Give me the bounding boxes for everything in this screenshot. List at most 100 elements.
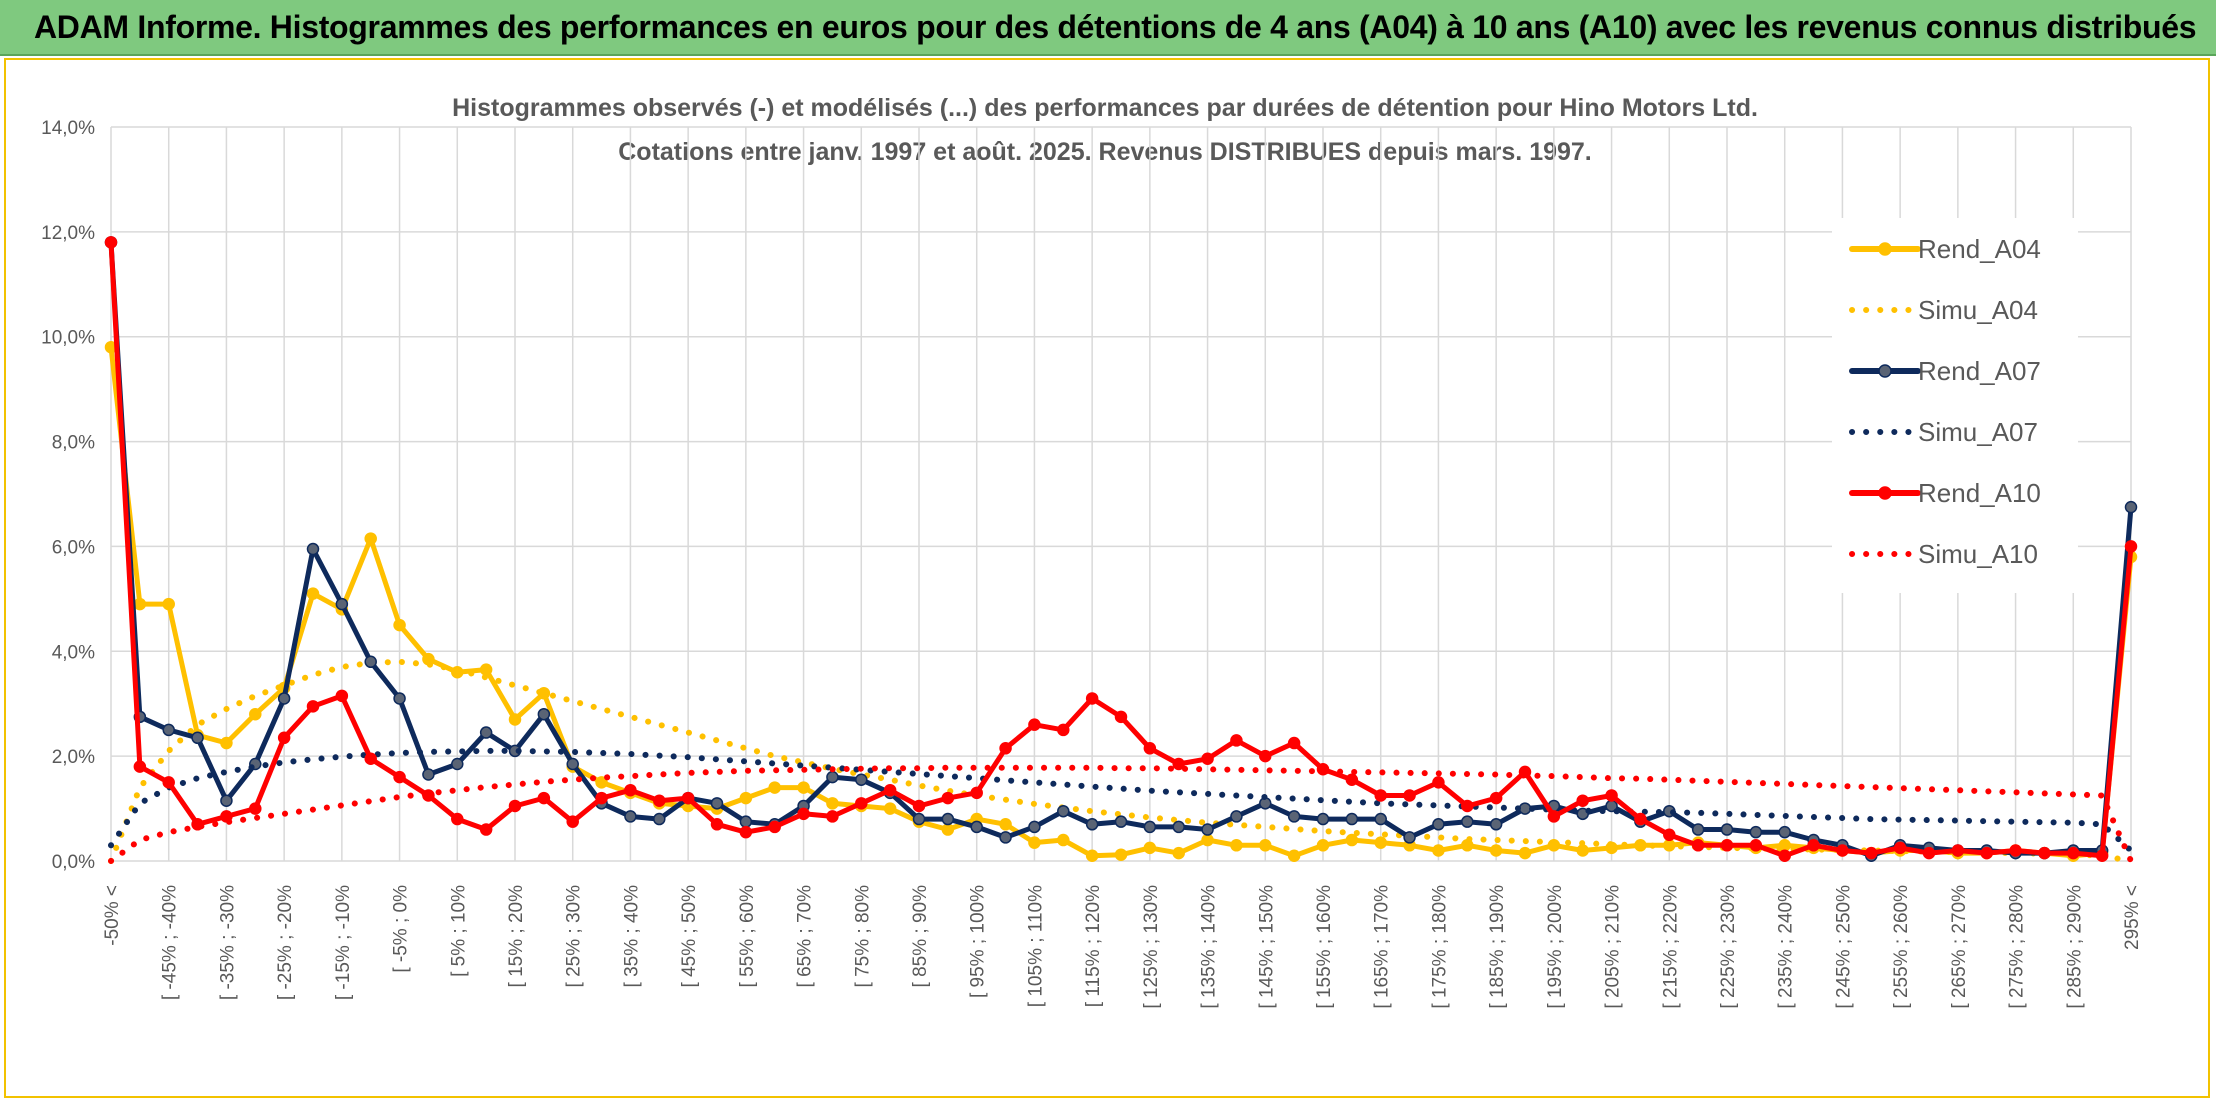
data-point [1143, 742, 1157, 755]
data-point [1489, 818, 1503, 831]
data-point [999, 831, 1012, 844]
x-tick-label: [ 55% ; 60% [737, 885, 758, 988]
data-point [451, 812, 464, 826]
data-point [1663, 828, 1676, 842]
data-point [104, 236, 118, 249]
data-point [1057, 833, 1070, 847]
data-point [1374, 836, 1387, 849]
data-point [1345, 773, 1359, 786]
x-tick-label: [ 95% ; 100% [968, 885, 989, 998]
series-line [108, 658, 2134, 864]
data-point [2038, 846, 2051, 860]
data-point [883, 783, 897, 797]
data-point [393, 692, 406, 705]
data-point [1403, 831, 1416, 844]
data-point [653, 794, 666, 807]
data-point [970, 820, 983, 834]
data-point [710, 797, 724, 810]
report-title: ADAM Informe. Histogrammes des performan… [34, 9, 2197, 45]
data-point [595, 776, 608, 789]
x-tick-label: [ 115% ; 120% [1083, 885, 1104, 1007]
data-point [508, 799, 522, 813]
x-tick-label: [ -5% ; 0% [391, 885, 412, 973]
x-tick-label: [ 15% ; 20% [506, 885, 527, 988]
data-point [1230, 734, 1243, 747]
data-point [451, 757, 464, 771]
data-point [1374, 812, 1387, 826]
data-point [1980, 846, 1993, 860]
data-point [1893, 841, 1907, 855]
data-point [1778, 849, 1791, 863]
data-point [133, 760, 147, 773]
chart-title-line2: Cotations entre janv. 1997 et août. 2025… [618, 138, 1592, 166]
x-tick-label: [ 25% ; 30% [564, 885, 585, 988]
data-point [1201, 823, 1214, 836]
data-point [393, 770, 406, 784]
x-tick-label: [ -35% ; -30% [217, 885, 238, 1000]
x-tick-label: [ 235% ; 240% [1776, 885, 1797, 1009]
data-point [1345, 812, 1359, 826]
data-point [133, 597, 147, 611]
data-point [2124, 500, 2138, 514]
data-point [999, 742, 1012, 755]
legend-marker [1878, 242, 1892, 256]
x-tick-label: [ 65% ; 70% [795, 885, 816, 988]
data-point [2009, 844, 2022, 857]
data-point [1345, 833, 1359, 847]
data-point [1259, 749, 1272, 763]
data-point [999, 818, 1012, 831]
data-point [162, 776, 175, 789]
data-point [1634, 812, 1647, 826]
series-line [108, 344, 2134, 859]
data-point [855, 773, 868, 786]
x-tick-label: [ -15% ; -10% [333, 885, 354, 1000]
data-point [1057, 804, 1070, 818]
data-point [1143, 820, 1157, 834]
data-point [335, 689, 349, 703]
data-point [1316, 839, 1330, 852]
data-point [1720, 823, 1734, 836]
x-tick-label: [ 285% ; 290% [2064, 885, 2085, 1009]
data-point [306, 542, 320, 556]
series-line [108, 239, 2134, 859]
legend: Rend_A04 Simu_A04 Rend_A07 Simu_A07 Rend_A10… [1832, 218, 2078, 593]
legend-label: Simu_A04 [1918, 295, 2038, 325]
data-point [364, 532, 377, 545]
data-point [249, 802, 262, 815]
data-point [855, 797, 868, 810]
data-point [1432, 844, 1445, 857]
data-point [1085, 818, 1099, 831]
data-point [970, 786, 983, 800]
data-point [797, 807, 810, 821]
y-tick-label: 12,0% [41, 223, 95, 244]
x-tick-label: [ 5% ; 10% [448, 885, 469, 977]
data-point [1836, 844, 1849, 857]
data-point [537, 791, 551, 805]
data-point [826, 797, 839, 810]
data-point [1085, 849, 1099, 863]
data-point [1259, 839, 1272, 852]
series-line [108, 239, 2134, 859]
data-point [624, 783, 637, 797]
y-tick-label: 14,0% [41, 118, 95, 139]
x-tick-label: [ 255% ; 260% [1891, 885, 1912, 1009]
data-point [1489, 844, 1503, 857]
x-tick-label: [ 155% ; 160% [1314, 885, 1335, 1009]
data-point [220, 794, 233, 807]
series-line [108, 747, 2134, 854]
data-point [364, 655, 377, 669]
y-tick-label: 0,0% [52, 852, 95, 873]
data-point [393, 618, 406, 632]
data-point [653, 812, 666, 826]
data-point [1489, 791, 1503, 805]
data-point [941, 791, 955, 805]
data-point [162, 597, 175, 611]
data-point [1461, 815, 1474, 828]
y-tick-label: 8,0% [52, 433, 95, 454]
legend-background [1832, 218, 2078, 593]
data-point [739, 825, 753, 839]
y-tick-label: 6,0% [52, 537, 95, 558]
data-point [2067, 846, 2080, 860]
data-point [1576, 844, 1589, 857]
